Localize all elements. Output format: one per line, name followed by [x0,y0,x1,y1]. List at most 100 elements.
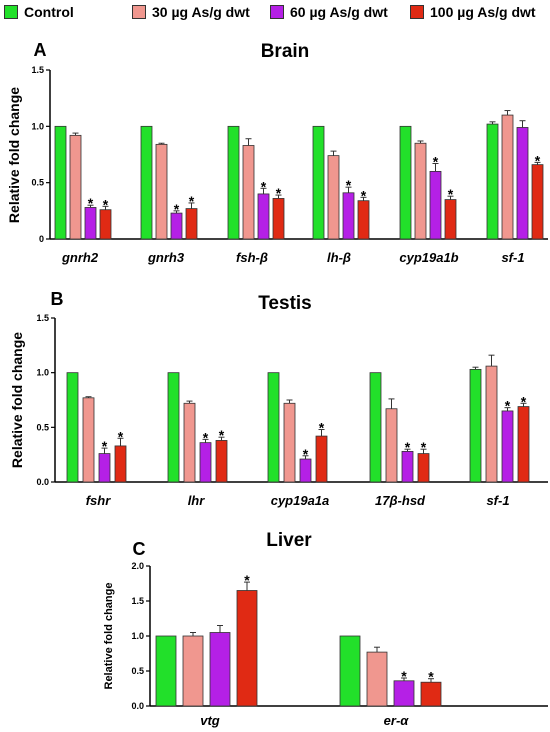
bar-cyp19a1b-control [399,125,412,240]
bar-vtg-100-g-as-g-dwt [236,590,258,707]
bar-cyp19a1b-30-g-as-g-dwt [414,142,427,240]
bar-lhr-30-g-as-g-dwt [183,402,196,483]
x-tick-label: 17β-hsd [375,493,426,508]
bar-cyp19a1a-60-g-as-g-dwt [299,458,312,483]
bar-sf-1-30-g-as-g-dwt [485,365,498,483]
significance-star: * [428,669,434,685]
y-tick-label: 0.0 [36,477,49,487]
panel-letter: A [34,40,47,60]
bar-fsh-100-g-as-g-dwt [272,198,285,240]
bar-gnrh3-30-g-as-g-dwt [155,143,168,240]
significance-star: * [319,420,325,436]
liver-panel: Liver C Relative fold change 0.0 0.5 1.0 1.5 2.… [103,530,548,728]
legend-swatch-control [4,5,18,19]
bar-17-hsd-100-g-as-g-dwt [417,453,430,483]
bar-sf-1-60-g-as-g-dwt [516,127,529,240]
x-tick-label: lh-β [327,250,351,265]
significance-star: * [505,398,511,414]
panel-letter: C [133,539,146,559]
bar-17-hsd-30-g-as-g-dwt [385,408,398,483]
x-tick-label: sf-1 [486,493,509,508]
significance-star: * [401,668,407,684]
y-tick-label: 0.5 [131,666,144,676]
x-tick-label: lhr [188,493,206,508]
panel-letter: B [51,289,64,309]
bar-17-hsd-60-g-as-g-dwt [401,450,414,483]
significance-star: * [276,185,282,201]
bar-gnrh2-100-g-as-g-dwt [99,209,112,240]
bar-cyp19a1a-control [267,372,280,483]
significance-star: * [219,427,225,443]
bar-sf-1-100-g-as-g-dwt [531,164,544,240]
y-tick-label: 1.5 [36,313,49,323]
x-tick-label: cyp19a1a [271,493,330,508]
legend: Control 30 µg As/g dwt 60 µg As/g dwt 10… [0,0,550,24]
bar-gnrh3-100-g-as-g-dwt [185,208,198,240]
significance-star: * [189,193,195,209]
bar-lhr-100-g-as-g-dwt [215,440,228,483]
significance-star: * [118,428,124,444]
significance-star: * [521,393,527,409]
x-tick-label: cyp19a1b [399,250,458,265]
significance-star: * [303,446,309,462]
bar-gnrh3-control [140,125,153,240]
y-tick-label: 2.0 [131,561,144,571]
y-axis-label: Relative fold change [103,583,115,690]
significance-star: * [174,201,180,217]
significance-star: * [535,152,541,168]
significance-star: * [361,187,367,203]
y-axis-label: Relative fold change [6,87,22,223]
significance-star: * [88,195,94,211]
bar-fshr-control [66,372,79,483]
bar-fsh-30-g-as-g-dwt [242,145,255,240]
y-tick-label: 1.0 [31,121,44,131]
bar-cyp19a1a-100-g-as-g-dwt [315,435,328,483]
legend-label-control: Control [24,4,74,20]
chart-title: Testis [258,293,312,314]
bar-sf-1-60-g-as-g-dwt [501,410,514,483]
y-tick-label: 1.0 [36,368,49,378]
significance-star: * [102,438,108,454]
legend-swatch-30 [132,5,146,19]
bar-lhr-60-g-as-g-dwt [199,442,212,483]
x-tick-label: sf-1 [501,250,524,265]
bar-gnrh2-60-g-as-g-dwt [84,207,97,240]
chart-title: Liver [266,530,312,551]
bar-lh-30-g-as-g-dwt [327,155,340,240]
y-tick-label: 0.5 [36,422,49,432]
brain-panel: Brain A Relative fold change 0 0.5 1.0 1.5 * * gn… [6,40,548,265]
bar-fshr-100-g-as-g-dwt [114,445,127,483]
significance-star: * [346,177,352,193]
legend-item-30: 30 µg As/g dwt [132,3,250,21]
x-tick-label: fshr [86,493,112,508]
significance-star: * [103,196,109,212]
y-tick-label: 1.5 [131,596,144,606]
significance-star: * [421,439,427,455]
bar-er-100-g-as-g-dwt [420,681,442,707]
legend-label-60: 60 µg As/g dwt [290,4,388,20]
bar-lhr-control [167,372,180,483]
bar-sf-1-control [469,368,482,483]
bar-er-30-g-as-g-dwt [366,651,388,707]
bar-fshr-30-g-as-g-dwt [82,397,95,483]
legend-item-100: 100 µg As/g dwt [410,3,536,21]
x-tick-label: vtg [200,713,220,728]
bar-er-control [339,635,361,707]
significance-star: * [448,186,454,202]
y-tick-label: 1.0 [131,631,144,641]
x-tick-label: gnrh3 [147,250,185,265]
bar-sf-1-30-g-as-g-dwt [501,114,514,240]
bar-gnrh2-30-g-as-g-dwt [69,134,82,240]
bar-cyp19a1a-30-g-as-g-dwt [283,402,296,483]
bar-fshr-60-g-as-g-dwt [98,453,111,483]
y-tick-label: 0.0 [131,701,144,711]
significance-star: * [405,439,411,455]
x-tick-label: er-α [384,713,410,728]
bar-lh-60-g-as-g-dwt [342,192,355,240]
significance-star: * [203,429,209,445]
bar-vtg-60-g-as-g-dwt [209,632,231,707]
bar-cyp19a1b-100-g-as-g-dwt [444,199,457,240]
significance-star: * [433,154,439,170]
bar-fsh-60-g-as-g-dwt [257,193,270,240]
x-tick-label: gnrh2 [61,250,99,265]
